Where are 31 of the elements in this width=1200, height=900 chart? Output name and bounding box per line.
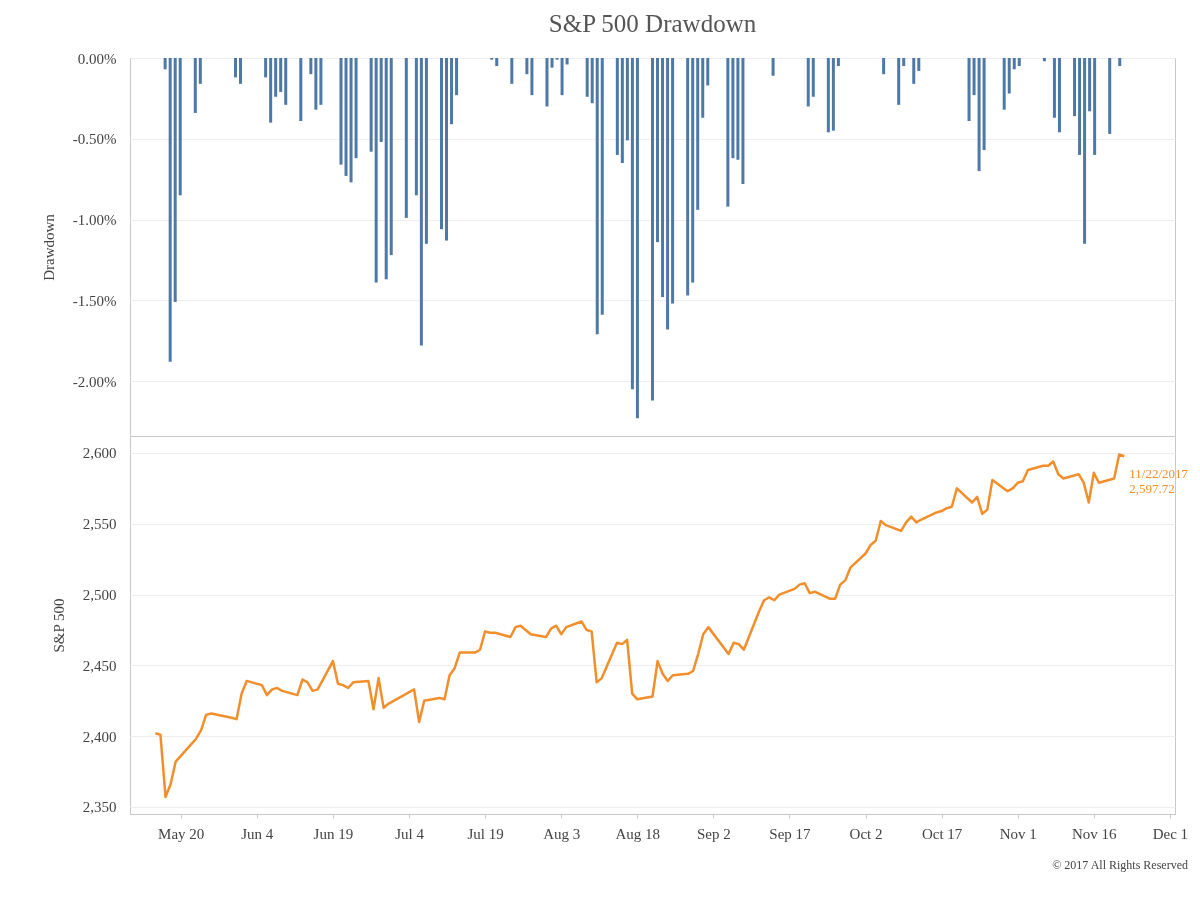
text: © 2017 All Rights Reserved bbox=[1051, 858, 1188, 873]
y-tick-label: 2,600 bbox=[82, 445, 117, 462]
x-tick-label: Jun 19 bbox=[313, 825, 354, 842]
x-tick-label: Nov 1 bbox=[999, 825, 1037, 842]
annotation: 11/22/2017 2,597.72 bbox=[1129, 466, 1189, 497]
y-tick-label: -0.50% bbox=[72, 131, 117, 148]
y-tick-label: 2,350 bbox=[82, 799, 117, 816]
x-tick-label: Aug 18 bbox=[615, 825, 661, 842]
x-tick-label: Oct 2 bbox=[849, 825, 883, 842]
x-tick-label: May 20 bbox=[158, 825, 205, 842]
y-tick-label: -2.00% bbox=[72, 373, 117, 390]
y-tick-label: 2,500 bbox=[82, 587, 117, 604]
x-tick-label: Oct 17 bbox=[921, 825, 963, 842]
x-tick-label: Jul 4 bbox=[395, 825, 425, 842]
x-tick-label: Sep 17 bbox=[769, 825, 812, 842]
y-tick-label: 2,450 bbox=[82, 657, 117, 674]
x-tick-label: Dec 1 bbox=[1152, 825, 1189, 842]
y-tick-label: 2,400 bbox=[82, 728, 117, 745]
chart-title: S&P 500 Drawdown bbox=[548, 10, 757, 37]
x-tick-label: Sep 2 bbox=[697, 825, 731, 842]
y-axis-title: S&P 500 bbox=[50, 598, 67, 653]
y-axis-title: Drawdown bbox=[40, 213, 57, 281]
y-tick-label: 2,550 bbox=[82, 516, 117, 533]
x-tick-label: Jun 4 bbox=[241, 825, 274, 842]
x-tick-label: Aug 3 bbox=[543, 825, 581, 842]
y-tick-label: -1.50% bbox=[72, 292, 117, 309]
y-tick-label: -1.00% bbox=[72, 212, 117, 229]
y-tick-label: 0.00% bbox=[77, 50, 117, 67]
x-tick-label: Nov 16 bbox=[1072, 825, 1118, 842]
x-tick-label: Jul 19 bbox=[467, 825, 504, 842]
line-series bbox=[154, 453, 1126, 799]
